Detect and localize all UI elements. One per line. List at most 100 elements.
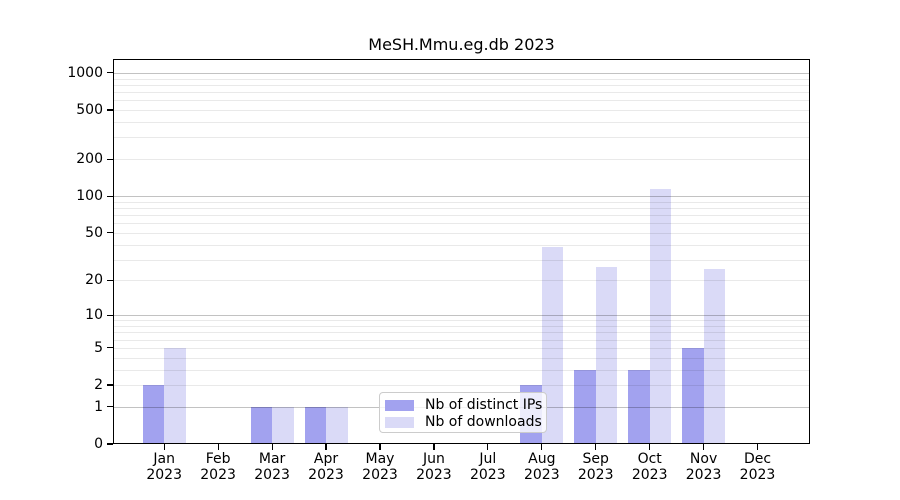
gridline-minor: [113, 357, 810, 359]
x-tick-label-month: Sep: [582, 451, 609, 467]
gridline-minor: [113, 232, 810, 234]
x-tick-label-month: May: [365, 451, 395, 467]
x-axis-tick: [703, 444, 705, 450]
x-axis-tick: [487, 444, 489, 450]
x-tick-label-year: 2023: [416, 467, 452, 483]
bar-apr-downloads: [326, 406, 348, 444]
y-tick-label: 500: [76, 102, 103, 118]
x-tick-label-year: 2023: [200, 467, 236, 483]
gridline-minor: [113, 201, 810, 203]
y-tick-label: 1: [94, 398, 103, 415]
y-axis-tick: [107, 314, 113, 316]
bar-sep-downloads: [595, 266, 618, 444]
x-axis-tick: [595, 444, 597, 450]
y-axis-tick: [107, 443, 113, 445]
bar-aug-downloads: [541, 247, 564, 444]
gridline-minor: [113, 332, 810, 334]
x-tick-label-feb: Feb 2023: [186, 451, 250, 483]
x-tick-label-sep: Sep 2023: [564, 451, 628, 483]
gridline-minor: [113, 347, 810, 349]
x-tick-label-month: Nov: [689, 451, 718, 467]
x-axis-tick: [379, 444, 381, 450]
gridline-minor: [113, 385, 810, 386]
gridline-minor: [113, 92, 810, 93]
x-tick-label-month: Aug: [528, 451, 556, 467]
y-axis-tick: [107, 109, 113, 111]
x-tick-label-month: Feb: [205, 451, 231, 467]
y-tick-label: 10: [85, 307, 103, 324]
x-axis-tick: [756, 444, 759, 450]
gridline-major: [113, 72, 810, 74]
x-tick-label-dec: Dec 2023: [726, 451, 790, 483]
gridline-minor: [113, 259, 810, 261]
gridline-minor: [113, 100, 810, 102]
y-tick-label: 2: [94, 377, 103, 393]
y-axis-tick: [107, 279, 113, 282]
legend-item-downloads: Nb of downloads: [385, 414, 542, 430]
x-axis-tick: [271, 444, 273, 450]
x-tick-label-mar: Mar 2023: [240, 451, 304, 483]
x-tick-label-year: 2023: [739, 467, 776, 483]
gridline-minor: [113, 78, 810, 80]
bar-nov-distinct-ips: [682, 347, 704, 444]
x-tick-label-year: 2023: [577, 467, 614, 483]
bar-mar-distinct-ips: [250, 406, 273, 444]
x-tick-label-month: Mar: [258, 451, 286, 467]
bar-oct-downloads: [649, 188, 672, 444]
x-tick-label-year: 2023: [685, 467, 722, 483]
x-tick-label-year: 2023: [146, 467, 182, 483]
bar-jan-downloads: [164, 347, 186, 444]
x-axis-tick: [433, 444, 435, 450]
y-tick-label: 20: [85, 272, 103, 289]
y-tick-label: 1000: [67, 64, 103, 81]
x-tick-label-year: 2023: [523, 467, 560, 483]
bar-apr-distinct-ips: [304, 406, 326, 444]
y-tick-label: 50: [85, 224, 103, 241]
x-tick-label-jun: Jun 2023: [402, 451, 466, 483]
x-tick-label-year: 2023: [308, 467, 344, 483]
x-tick-label-month: Jan: [153, 451, 175, 467]
legend: Nb of distinct IPs Nb of downloads: [379, 392, 547, 433]
x-tick-label-year: 2023: [362, 467, 398, 483]
x-tick-label-apr: Apr 2023: [294, 451, 358, 483]
gridline-minor: [113, 215, 810, 216]
legend-swatch-distinct-ips: [385, 399, 414, 411]
legend-label-downloads: Nb of downloads: [425, 414, 542, 430]
x-tick-label-month: Oct: [637, 451, 662, 467]
x-tick-label-aug: Aug 2023: [510, 451, 574, 483]
y-tick-label: 5: [94, 339, 103, 356]
legend-label-distinct-ips: Nb of distinct IPs: [425, 397, 543, 413]
gridline-minor: [113, 137, 810, 139]
x-tick-label-year: 2023: [254, 467, 290, 483]
gridline-minor: [113, 223, 810, 225]
bar-mar-downloads: [272, 406, 294, 444]
x-tick-label-month: Jun: [422, 451, 445, 467]
y-axis-tick: [107, 384, 113, 386]
x-tick-label-oct: Oct 2023: [618, 451, 682, 483]
y-tick-label: 100: [76, 188, 103, 205]
x-tick-label-may: May 2023: [348, 451, 412, 483]
y-axis-tick: [107, 406, 113, 408]
x-tick-label-nov: Nov 2023: [672, 451, 736, 483]
gridline-minor: [113, 110, 810, 111]
plot-area: [113, 59, 810, 444]
x-tick-label-year: 2023: [469, 467, 506, 483]
legend-item-distinct-ips: Nb of distinct IPs: [385, 397, 543, 413]
y-tick-label: 0: [94, 436, 103, 452]
gridline-major: [113, 315, 810, 317]
gridline-minor: [113, 207, 810, 209]
x-tick-label-month: Apr: [313, 451, 339, 467]
gridline-minor: [113, 339, 810, 341]
y-axis-tick: [107, 232, 113, 234]
gridline-minor: [113, 369, 810, 371]
gridline-minor: [113, 280, 810, 282]
legend-swatch-downloads: [385, 416, 414, 428]
gridline-minor: [113, 320, 810, 322]
y-tick-label: 200: [76, 151, 103, 168]
bar-sep-distinct-ips: [574, 369, 596, 444]
y-axis-tick: [107, 347, 113, 349]
x-axis-tick: [325, 444, 327, 450]
y-axis-tick: [107, 158, 113, 160]
x-tick-label-jul: Jul 2023: [456, 451, 520, 483]
